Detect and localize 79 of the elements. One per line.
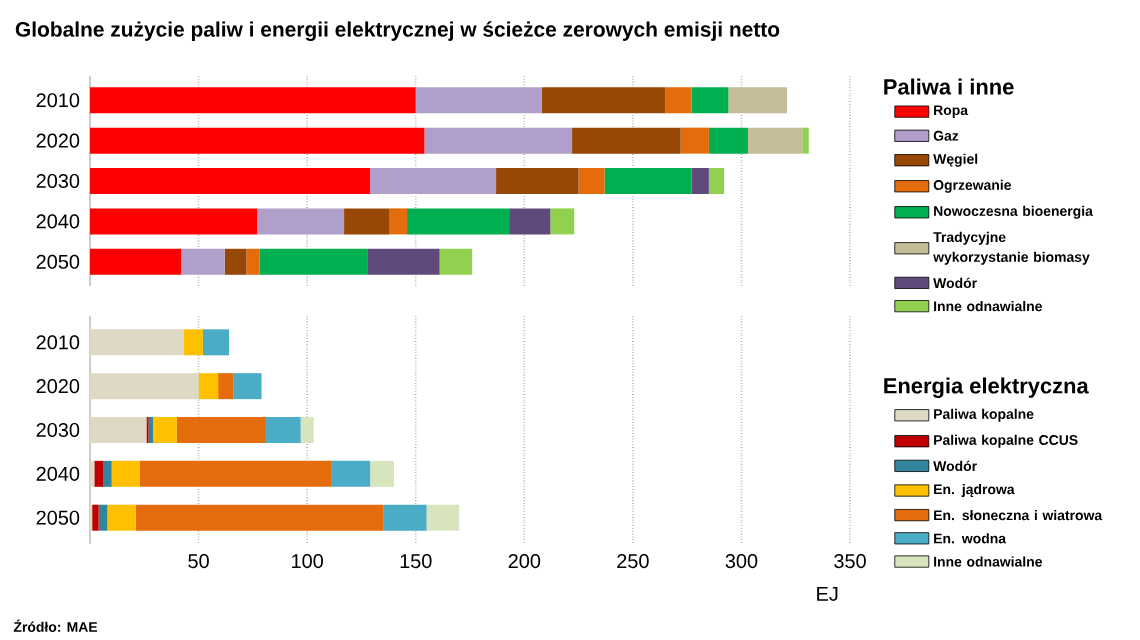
bar [90, 168, 371, 195]
bar [344, 208, 390, 235]
x-tick-label: 350 [834, 554, 866, 569]
bar [202, 329, 229, 356]
bar [90, 127, 425, 154]
bar [198, 373, 219, 400]
bar [509, 208, 551, 235]
bar [92, 504, 99, 531]
y-tick-label: 2020 [36, 133, 80, 148]
chart-title: Globalne zużycie paliw i energii elektrycznej w ścieżce zerowych emisji netto [15, 21, 780, 42]
bar [98, 504, 108, 531]
y-tick-label: 2030 [36, 173, 80, 189]
bar [496, 168, 579, 195]
y-tick-label: 2030 [36, 422, 80, 438]
bar [246, 248, 260, 275]
x-tick-label: 200 [508, 554, 541, 569]
bar [439, 248, 473, 275]
bar [367, 248, 440, 275]
y-tick-label: 2050 [36, 510, 80, 525]
bar [331, 460, 371, 487]
bar [680, 127, 709, 154]
x-tick-label: 50 [188, 554, 209, 569]
bar [90, 373, 199, 400]
bar [541, 87, 666, 114]
bar [90, 329, 184, 356]
y-tick-label: 2010 [36, 335, 80, 350]
y-tick-label: 2050 [36, 254, 80, 269]
bar [665, 87, 692, 114]
y-tick-label: 2020 [36, 379, 80, 394]
bar [181, 248, 225, 275]
y-tick-label: 2040 [36, 466, 80, 481]
bar [103, 460, 112, 487]
bar [578, 168, 605, 195]
bar [90, 248, 182, 275]
bar [728, 87, 788, 114]
bar [550, 208, 575, 235]
bar [94, 460, 104, 487]
bar [257, 208, 345, 235]
bar [708, 127, 748, 154]
x-tick-label: 100 [292, 554, 323, 569]
bar [300, 417, 314, 444]
bar [426, 504, 460, 531]
bar [708, 168, 725, 195]
bar [604, 168, 692, 195]
bar [370, 460, 394, 487]
bar [383, 504, 427, 531]
bar [691, 87, 729, 114]
bar [183, 329, 203, 356]
bar [802, 127, 809, 154]
bar [415, 87, 542, 114]
bar [572, 127, 681, 154]
y-tick-label: 2040 [36, 214, 80, 229]
x-tick-label: 250 [617, 554, 649, 569]
bar [424, 127, 573, 154]
bar [107, 504, 136, 531]
bar [389, 208, 408, 235]
bar [139, 460, 332, 487]
bar [691, 168, 709, 195]
bar [90, 208, 258, 235]
bar [265, 417, 301, 444]
bar [407, 208, 510, 235]
bar [90, 417, 147, 444]
bar [176, 417, 266, 444]
bar [259, 248, 368, 275]
legend-title: Energia elektryczna [884, 377, 1089, 398]
bar [747, 127, 803, 154]
bar [224, 248, 247, 275]
x-axis-title: EJ [817, 587, 838, 601]
bar [233, 373, 262, 400]
bar [370, 168, 497, 195]
bar [218, 373, 234, 400]
bar [135, 504, 384, 531]
x-tick-label: 300 [725, 554, 758, 569]
bar [111, 460, 140, 487]
y-tick-label: 2010 [36, 93, 80, 108]
x-tick-label: 150 [400, 554, 432, 569]
legend-title: Paliwa i inne [884, 78, 1014, 95]
bar [90, 87, 416, 114]
bar [152, 417, 177, 444]
